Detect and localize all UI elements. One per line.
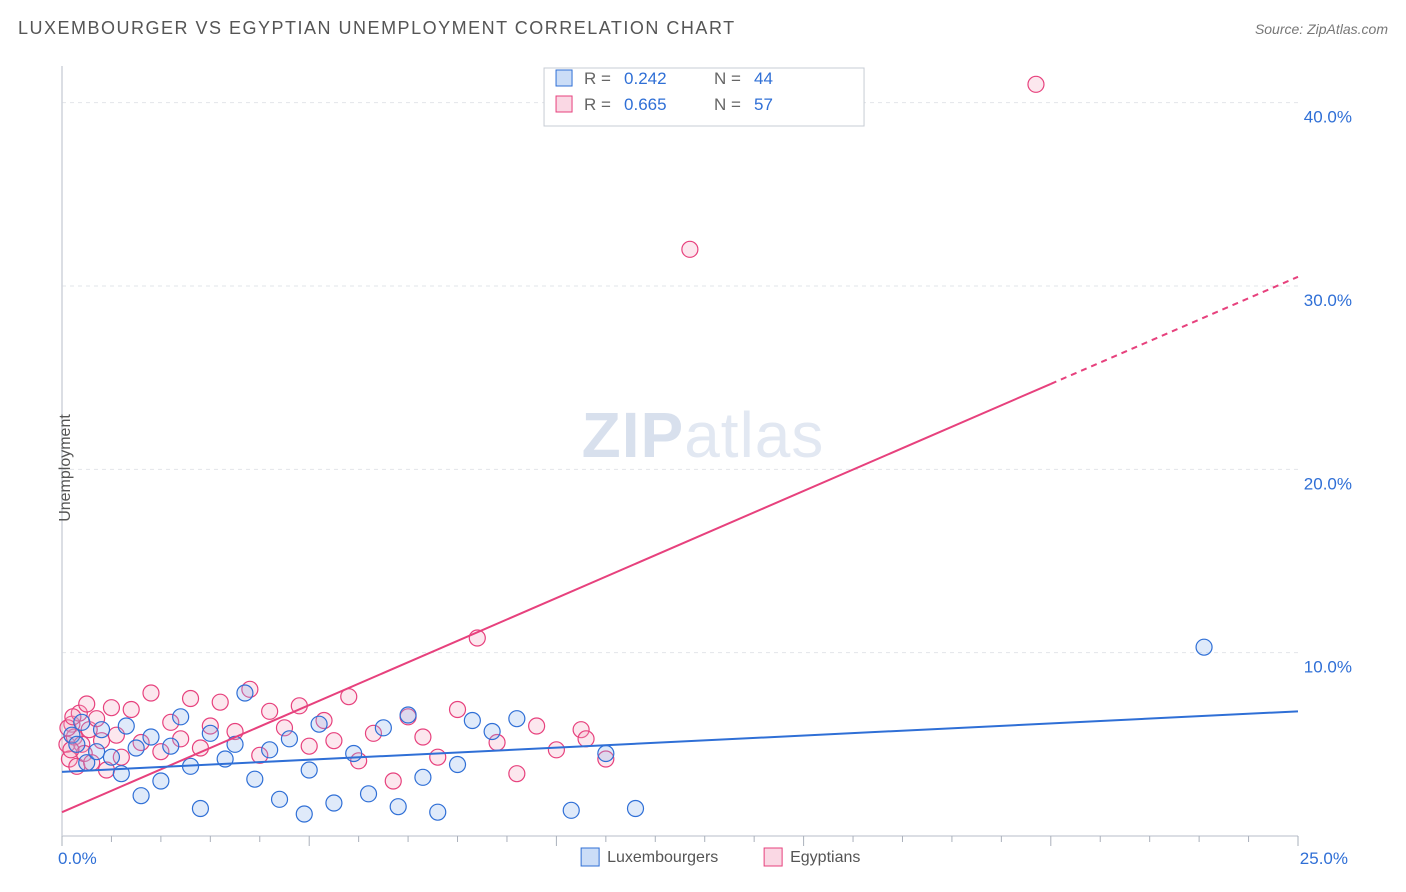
svg-text:25.0%: 25.0%: [1300, 849, 1348, 868]
svg-text:40.0%: 40.0%: [1304, 108, 1352, 127]
chart-title: LUXEMBOURGER VS EGYPTIAN UNEMPLOYMENT CO…: [18, 18, 736, 39]
svg-text:0.242: 0.242: [624, 69, 667, 88]
svg-text:Egyptians: Egyptians: [790, 849, 860, 866]
svg-text:0.665: 0.665: [624, 95, 667, 114]
svg-text:30.0%: 30.0%: [1304, 291, 1352, 310]
svg-text:N =: N =: [714, 95, 741, 114]
chart-area: Unemployment ZIPatlas 10.0%20.0%30.0%40.…: [18, 52, 1388, 884]
svg-text:57: 57: [754, 95, 773, 114]
svg-text:20.0%: 20.0%: [1304, 474, 1352, 493]
scatter-plot: 10.0% 20.0% 30.0% 40.0% 0.0% 25.0% R = 0.242 N =…: [18, 52, 1388, 884]
svg-text:Luxembourgers: Luxembourgers: [607, 849, 718, 866]
chart-header: LUXEMBOURGER VS EGYPTIAN UNEMPLOYMENT CO…: [18, 18, 1388, 39]
source-label: Source: ZipAtlas.com: [1255, 21, 1388, 37]
svg-text:R =: R =: [584, 69, 611, 88]
svg-text:N =: N =: [714, 69, 741, 88]
y-axis-label: Unemployment: [57, 414, 75, 522]
svg-text:0.0%: 0.0%: [58, 849, 97, 868]
svg-text:44: 44: [754, 69, 773, 88]
svg-text:10.0%: 10.0%: [1304, 658, 1352, 677]
svg-text:R =: R =: [584, 95, 611, 114]
